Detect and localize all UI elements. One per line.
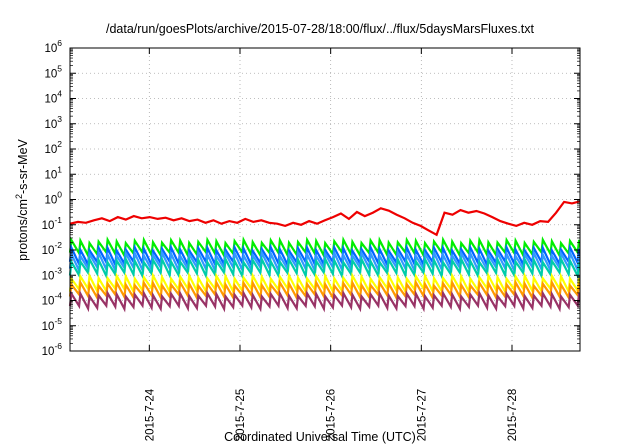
y-tick-label: 10-2 — [42, 240, 63, 257]
y-tick-label: 101 — [44, 164, 62, 181]
y-tick-label: 10-1 — [42, 215, 63, 232]
y-tick-label: 10-3 — [42, 265, 63, 282]
series-line-0 — [69, 200, 581, 237]
x-ticks: 2015-7-24 2015-7-25 2015-7-26 2015-7-27 2015… — [144, 48, 519, 441]
y-tick-label: 104 — [44, 89, 62, 106]
grid-lines — [70, 48, 580, 351]
chart-title: /data/run/goesPlots/archive/2015-07-28/1… — [105, 22, 534, 36]
x-tick-label: 2015-7-26 — [326, 389, 338, 441]
y-tick-label: 106 — [44, 38, 62, 55]
x-tick-label: 2015-7-28 — [507, 389, 519, 441]
y-tick-label: 103 — [44, 114, 62, 131]
y-tick-label: 100 — [44, 190, 62, 207]
series-line-7 — [68, 289, 581, 313]
y-ticks: 106 105 104 103 102 101 100 10-1 10-2 10-3 10-4 10-… — [42, 38, 580, 358]
y-tick-label: 10-6 — [42, 341, 63, 358]
series-lines — [68, 200, 581, 313]
y-tick-label: 10-4 — [42, 291, 63, 308]
x-axis-label: Coordinated Universal Time (UTC) — [224, 430, 416, 444]
y-tick-label: 10-5 — [42, 316, 63, 333]
x-tick-label: 2015-7-27 — [416, 389, 428, 441]
series-line-4 — [68, 255, 581, 281]
y-tick-label: 105 — [44, 63, 62, 80]
x-tick-label: 2015-7-24 — [144, 388, 156, 441]
y-tick-label: 102 — [44, 139, 62, 156]
x-tick-label: 2015-7-25 — [235, 389, 247, 441]
series-line-6 — [68, 278, 581, 302]
